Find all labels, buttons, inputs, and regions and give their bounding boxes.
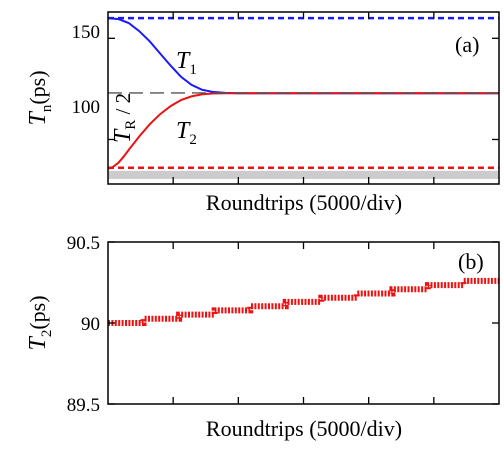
panel-b-series-staircase — [108, 277, 499, 326]
annotation-tr-main: T — [110, 128, 136, 143]
panel-b-ylabel-sub: 2 — [39, 330, 55, 338]
panel-a: 150 100 (a) T1 T2 TR / 2 Tn(ps) Roundtri… — [25, 11, 500, 215]
panel-b-ylabel: T2(ps) — [25, 295, 55, 350]
panel-b-ytick-90: 90 — [81, 314, 100, 335]
panel-a-marks — [107, 16, 499, 179]
panel-a-label: (a) — [455, 32, 479, 57]
annotation-t2-main: T — [176, 118, 191, 144]
panel-a-series-1 — [107, 92, 499, 170]
annotation-t2: T2 — [176, 118, 197, 148]
annotation-tr-rest: / 2 — [111, 93, 135, 120]
panel-a-ylabel-main: T — [25, 111, 51, 126]
panel-b-frame — [107, 241, 500, 405]
panel-b-xlabel: Roundtrips (5000/div) — [206, 416, 402, 441]
panel-a-ytick-150: 150 — [72, 22, 101, 43]
panel-b-ylabel-unit: (ps) — [25, 295, 50, 329]
annotation-t1-main: T — [176, 48, 191, 74]
panel-b-marks — [108, 277, 499, 326]
panel-a-ylabel-unit: (ps) — [25, 70, 50, 104]
annotation-t1-sub: 1 — [189, 62, 197, 78]
annotation-tr-sub: R — [123, 120, 139, 130]
panel-a-ytick-100: 100 — [72, 97, 101, 118]
panel-b-label: (b) — [458, 249, 484, 274]
panel-a-ylabel-sub: n — [39, 104, 55, 112]
annotation-t1: T1 — [176, 48, 197, 78]
annotation-t2-sub: 2 — [189, 132, 197, 148]
panel-a-shaded-band — [108, 170, 499, 179]
annotation-tr-half: TR / 2 — [110, 93, 139, 143]
panel-b-ytick-89-5: 89.5 — [67, 395, 100, 416]
panel-b: 90.5 90 89.5 (b) T2(ps) Roundtrips (5000… — [25, 233, 500, 441]
panel-b-ticks — [108, 241, 499, 405]
panel-b-ylabel-main: T — [25, 336, 51, 351]
panel-a-ylabel: Tn(ps) — [25, 70, 55, 125]
panel-a-xlabel: Roundtrips (5000/div) — [206, 190, 402, 215]
panel-a-series-0 — [107, 17, 499, 95]
panel-b-ytick-90-5: 90.5 — [67, 233, 100, 254]
panel-a-frame — [107, 11, 500, 185]
panel-a-ticks — [108, 12, 499, 184]
